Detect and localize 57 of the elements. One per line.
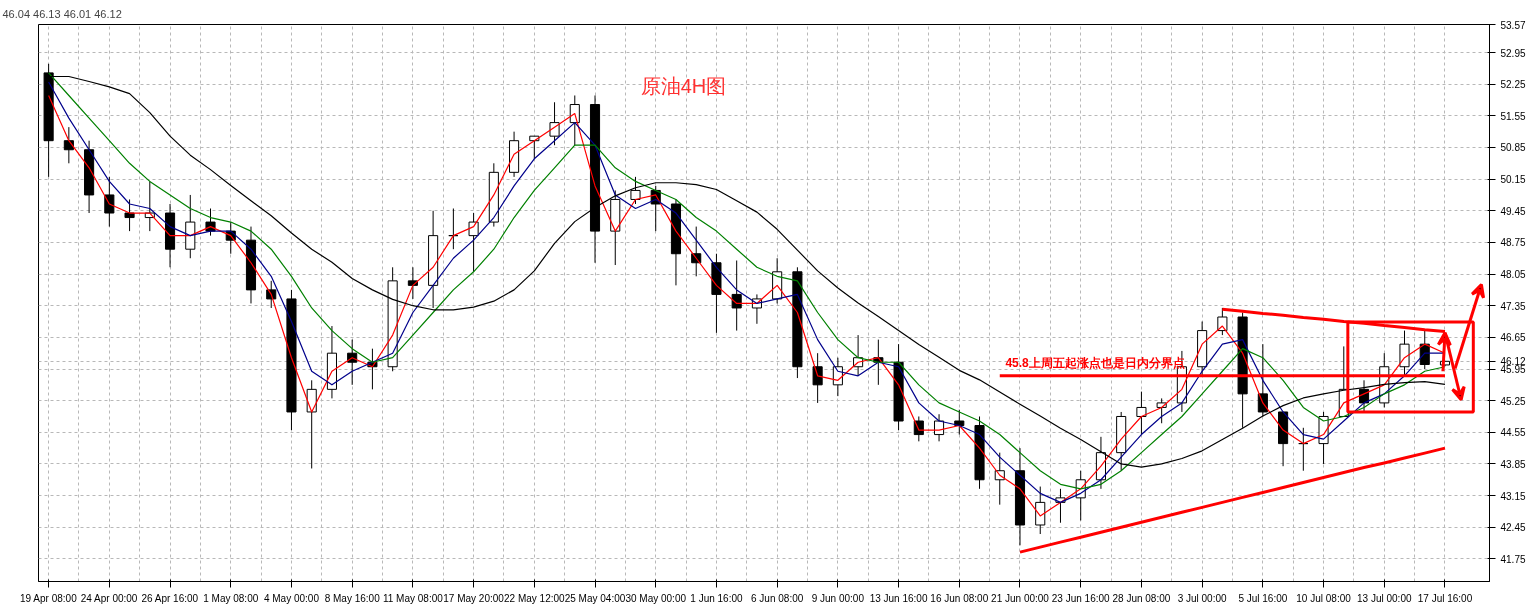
x-tick-label: 17 Jul 16:00 <box>1417 592 1473 604</box>
x-tick-label: 19 Apr 08:00 <box>19 592 78 604</box>
x-tick-label: 8 May 16:00 <box>324 592 381 604</box>
y-tick-label: 45.25 <box>1500 395 1526 407</box>
x-tick-label: 21 Jun 00:00 <box>991 592 1050 604</box>
candlestick <box>1298 427 1309 472</box>
y-tick-label: 50.85 <box>1500 142 1526 154</box>
candlestick <box>731 260 742 332</box>
y-tick-label: 53.57 <box>1500 19 1526 31</box>
candlestick <box>124 198 135 232</box>
y-tick-label: 43.15 <box>1500 490 1526 502</box>
x-tick-label: 5 Jul 16:00 <box>1238 592 1288 604</box>
x-tick-label: 28 Jun 08:00 <box>1112 592 1171 604</box>
y-tick-label: 44.55 <box>1500 427 1526 439</box>
x-tick-label: 16 Jun 08:00 <box>930 592 989 604</box>
x-tick-label: 22 May 12:00 <box>504 592 566 604</box>
x-tick-label: 1 Jun 16:00 <box>690 592 744 604</box>
y-tick-label: 50.15 <box>1500 174 1526 186</box>
x-tick-label: 25 May 04:00 <box>564 592 626 604</box>
candlestick <box>306 379 317 469</box>
x-tick-label: 3 Jul 00:00 <box>1177 592 1228 604</box>
candlestick <box>1257 343 1268 417</box>
y-tick-label: 52.25 <box>1500 79 1526 91</box>
y-tick-label: 48.75 <box>1500 237 1526 249</box>
candlestick <box>468 212 479 273</box>
x-tick-label: 6 Jun 08:00 <box>751 592 804 604</box>
x-tick-label: 10 Jul 08:00 <box>1296 592 1352 604</box>
y-tick-label: 42.45 <box>1500 522 1526 534</box>
candlestick <box>1399 330 1410 377</box>
x-tick-label: 26 Apr 16:00 <box>141 592 199 604</box>
y-tick-label: 48.05 <box>1500 269 1526 281</box>
x-tick-label: 11 May 08:00 <box>382 592 444 604</box>
candlestick <box>1035 486 1046 535</box>
x-tick-label: 23 Jun 16:00 <box>1051 592 1111 604</box>
x-tick-label: 9 Jun 00:00 <box>811 592 865 604</box>
x-tick-label: 24 Apr 00:00 <box>80 592 138 604</box>
x-tick-label: 1 May 08:00 <box>203 592 259 604</box>
text: 46.04 46.13 46.01 46.12 <box>2 7 122 20</box>
y-tick-label: 46.65 <box>1500 332 1526 344</box>
candlestick <box>104 176 115 228</box>
x-tick-label: 30 May 00:00 <box>625 592 687 604</box>
y-tick-label: 52.95 <box>1500 47 1526 59</box>
candlestick <box>448 208 459 250</box>
line-series <box>1018 446 1447 554</box>
y-tick-label: 49.45 <box>1500 205 1526 217</box>
candlestick <box>1136 391 1147 436</box>
y-tick-label: 43.85 <box>1500 458 1526 470</box>
y-tick-label: 41.75 <box>1500 553 1526 565</box>
x-tick-label: 4 May 00:00 <box>263 592 320 604</box>
y-tick-label: 47.35 <box>1500 300 1526 312</box>
candlestick <box>812 352 823 404</box>
y-tick-label: 51.55 <box>1500 110 1526 122</box>
x-tick-label: 17 May 20:00 <box>443 592 505 604</box>
x-tick-label: 13 Jun 16:00 <box>869 592 928 604</box>
text: 原油4H图 <box>640 74 727 97</box>
x-tick-label: 13 Jul 00:00 <box>1357 592 1412 604</box>
candlestick <box>630 176 641 205</box>
